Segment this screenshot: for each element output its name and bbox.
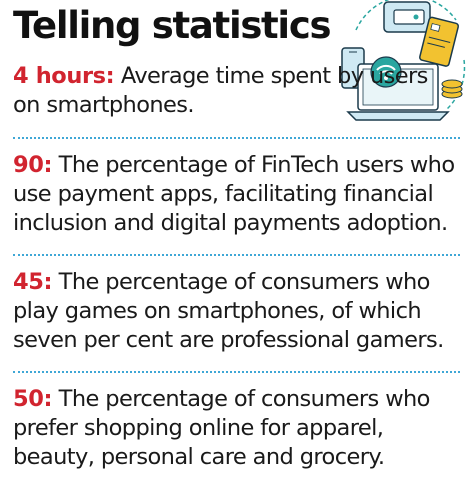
stat-key: 4 hours: bbox=[13, 63, 115, 89]
stat-key: 90: bbox=[13, 152, 53, 178]
stat-item-smartphone-gaming: 45: The percentage of consumers who play… bbox=[13, 268, 458, 355]
stat-key: 50: bbox=[13, 386, 53, 412]
stat-text: The percentage of consumers who prefer s… bbox=[13, 386, 430, 470]
section-divider bbox=[13, 137, 460, 139]
coins-icon bbox=[441, 79, 463, 99]
stat-text: The percentage of FinTech users who use … bbox=[13, 152, 455, 236]
page-title: Telling statistics bbox=[13, 4, 331, 47]
wifi-icon bbox=[370, 56, 402, 88]
credit-card-icon bbox=[419, 16, 460, 67]
fintech-illustration bbox=[341, 0, 466, 121]
stat-key: 45: bbox=[13, 269, 53, 295]
stat-item-online-shopping: 50: The percentage of consumers who pref… bbox=[13, 385, 458, 472]
stat-item-time-on-smartphones: 4 hours: Average time spent by users on … bbox=[13, 62, 458, 120]
wallet-icon bbox=[383, 1, 431, 33]
section-divider bbox=[13, 254, 460, 256]
stat-text: The percentage of consumers who play gam… bbox=[13, 269, 444, 353]
section-divider bbox=[13, 371, 460, 373]
stat-text: Average time spent by users on smartphon… bbox=[13, 63, 428, 118]
stat-item-payment-apps: 90: The percentage of FinTech users who … bbox=[13, 151, 458, 238]
